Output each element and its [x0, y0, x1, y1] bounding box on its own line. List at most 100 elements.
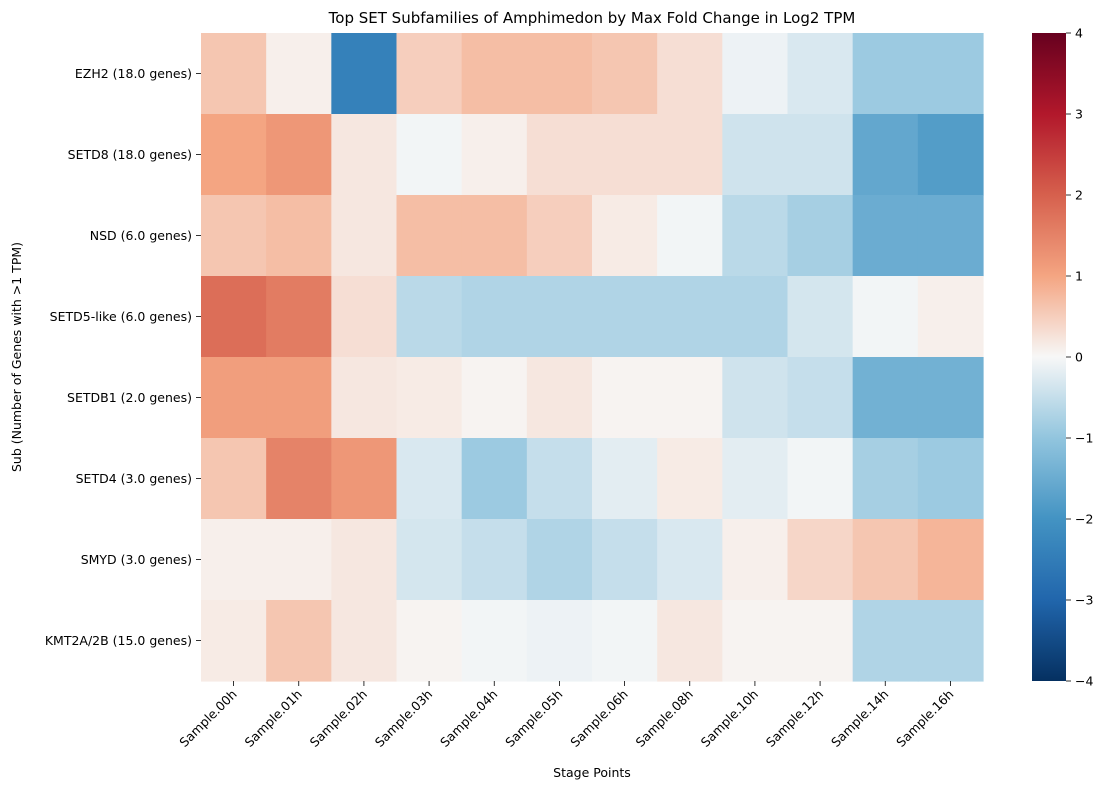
- x-tick-label: Sample.14h: [828, 687, 891, 750]
- heatmap-cell: [787, 357, 854, 439]
- colorbar-tick-label: −1: [1075, 431, 1093, 446]
- heatmap-cell: [852, 600, 919, 682]
- x-tick-label: Sample.03h: [372, 687, 435, 750]
- heatmap-cell: [396, 438, 463, 520]
- heatmap-cell: [331, 357, 398, 439]
- x-tick-label: Sample.05h: [502, 687, 565, 750]
- heatmap-cell: [787, 114, 854, 196]
- heatmap-cell: [722, 33, 789, 115]
- heatmap-cell: [526, 600, 593, 682]
- heatmap-cell: [917, 519, 984, 601]
- y-tick-label: SETDB1 (2.0 genes): [67, 390, 192, 405]
- heatmap-cell: [657, 357, 723, 439]
- heatmap-cell: [657, 438, 723, 520]
- x-tick-label: Sample.02h: [307, 687, 370, 750]
- heatmap-cell: [657, 519, 723, 601]
- x-tick-label: Sample.00h: [176, 687, 239, 750]
- heatmap-cell: [852, 33, 919, 115]
- heatmap-cell: [331, 600, 398, 682]
- heatmap-cell: [787, 600, 854, 682]
- y-tick-label: SETD5-like (6.0 genes): [50, 309, 192, 324]
- x-tick-label: Sample.01h: [241, 687, 304, 750]
- heatmap-cell: [396, 195, 463, 277]
- heatmap-cell: [722, 276, 789, 358]
- heatmap-cell: [852, 114, 919, 196]
- colorbar: [1032, 33, 1066, 681]
- y-axis-label: Sub (Number of Genes with >1 TPM): [9, 242, 24, 472]
- heatmap-cell: [657, 276, 723, 358]
- heatmap-cell: [461, 519, 528, 601]
- heatmap-cell: [266, 114, 332, 196]
- heatmap-cell: [917, 600, 984, 682]
- heatmap-cell: [592, 438, 658, 520]
- heatmap-cell: [266, 357, 332, 439]
- heatmap-cell: [657, 195, 723, 277]
- heatmap-cell: [396, 33, 463, 115]
- heatmap-cell: [526, 33, 593, 115]
- x-tick-labels: Sample.00h Sample.01h Sample.02h Sample.03h…: [176, 681, 957, 750]
- heatmap-cell: [266, 33, 332, 115]
- y-tick-labels: EZH2 (18.0 genes) SETD8 (18.0 genes) NSD (…: [45, 66, 201, 648]
- heatmap-cell: [461, 357, 528, 439]
- heatmap-cell: [201, 519, 267, 601]
- heatmap-cell: [722, 438, 789, 520]
- heatmap-cell: [526, 519, 593, 601]
- colorbar-ticks: 4 3 2 1 0 −1 −2 −3 −4: [1066, 26, 1093, 689]
- heatmap-cell: [787, 195, 854, 277]
- colorbar-tick-label: 2: [1075, 188, 1083, 203]
- heatmap-cell: [396, 276, 463, 358]
- heatmap-cell: [852, 195, 919, 277]
- heatmap-cell: [201, 600, 267, 682]
- heatmap-cell: [787, 438, 854, 520]
- heatmap-cell: [917, 438, 984, 520]
- heatmap-cell: [331, 519, 398, 601]
- heatmap-cell: [461, 600, 528, 682]
- heatmap-cell: [331, 195, 398, 277]
- heatmap-cell: [657, 114, 723, 196]
- heatmap-cell: [787, 519, 854, 601]
- heatmap-cell: [201, 438, 267, 520]
- colorbar-tick-label: 1: [1075, 269, 1083, 284]
- heatmap-cell: [722, 114, 789, 196]
- heatmap-cell: [592, 33, 658, 115]
- heatmap-cell: [917, 33, 984, 115]
- x-tick-label: Sample.16h: [893, 687, 956, 750]
- heatmap-cell: [526, 114, 593, 196]
- colorbar-tick-label: 3: [1075, 107, 1083, 122]
- heatmap-cell: [722, 195, 789, 277]
- heatmap-cell: [917, 357, 984, 439]
- y-tick-label: EZH2 (18.0 genes): [75, 66, 192, 81]
- chart-title: Top SET Subfamilies of Amphimedon by Max…: [328, 9, 856, 27]
- heatmap-cell: [266, 438, 332, 520]
- heatmap-cell: [526, 276, 593, 358]
- heatmap-cell: [852, 438, 919, 520]
- colorbar-tick-label: −2: [1075, 512, 1093, 527]
- x-tick-label: Sample.12h: [763, 687, 826, 750]
- heatmap-cell: [722, 357, 789, 439]
- heatmap-cell: [592, 276, 658, 358]
- heatmap-cell: [396, 600, 463, 682]
- x-tick-label: Sample.10h: [698, 687, 761, 750]
- heatmap-cell: [787, 33, 854, 115]
- heatmap-cell: [852, 519, 919, 601]
- heatmap-cell: [266, 276, 332, 358]
- heatmap-cell: [331, 276, 398, 358]
- y-tick-label: SETD8 (18.0 genes): [68, 147, 192, 162]
- heatmap-cell: [266, 600, 332, 682]
- heatmap-cell: [201, 357, 267, 439]
- x-tick-label: Sample.08h: [632, 687, 695, 750]
- heatmap-cell: [592, 195, 658, 277]
- heatmap-cell: [201, 195, 267, 277]
- x-tick-label: Sample.04h: [437, 687, 500, 750]
- heatmap-cell: [722, 600, 789, 682]
- colorbar-tick-label: −3: [1075, 593, 1093, 608]
- heatmap-cell: [396, 357, 463, 439]
- heatmap-cell: [917, 195, 984, 277]
- heatmap-cell: [852, 357, 919, 439]
- y-tick-label: KMT2A/2B (15.0 genes): [45, 633, 192, 648]
- heatmap-cell: [526, 357, 593, 439]
- heatmap-cell: [461, 114, 528, 196]
- heatmap-cell: [592, 600, 658, 682]
- heatmap-cell: [526, 438, 593, 520]
